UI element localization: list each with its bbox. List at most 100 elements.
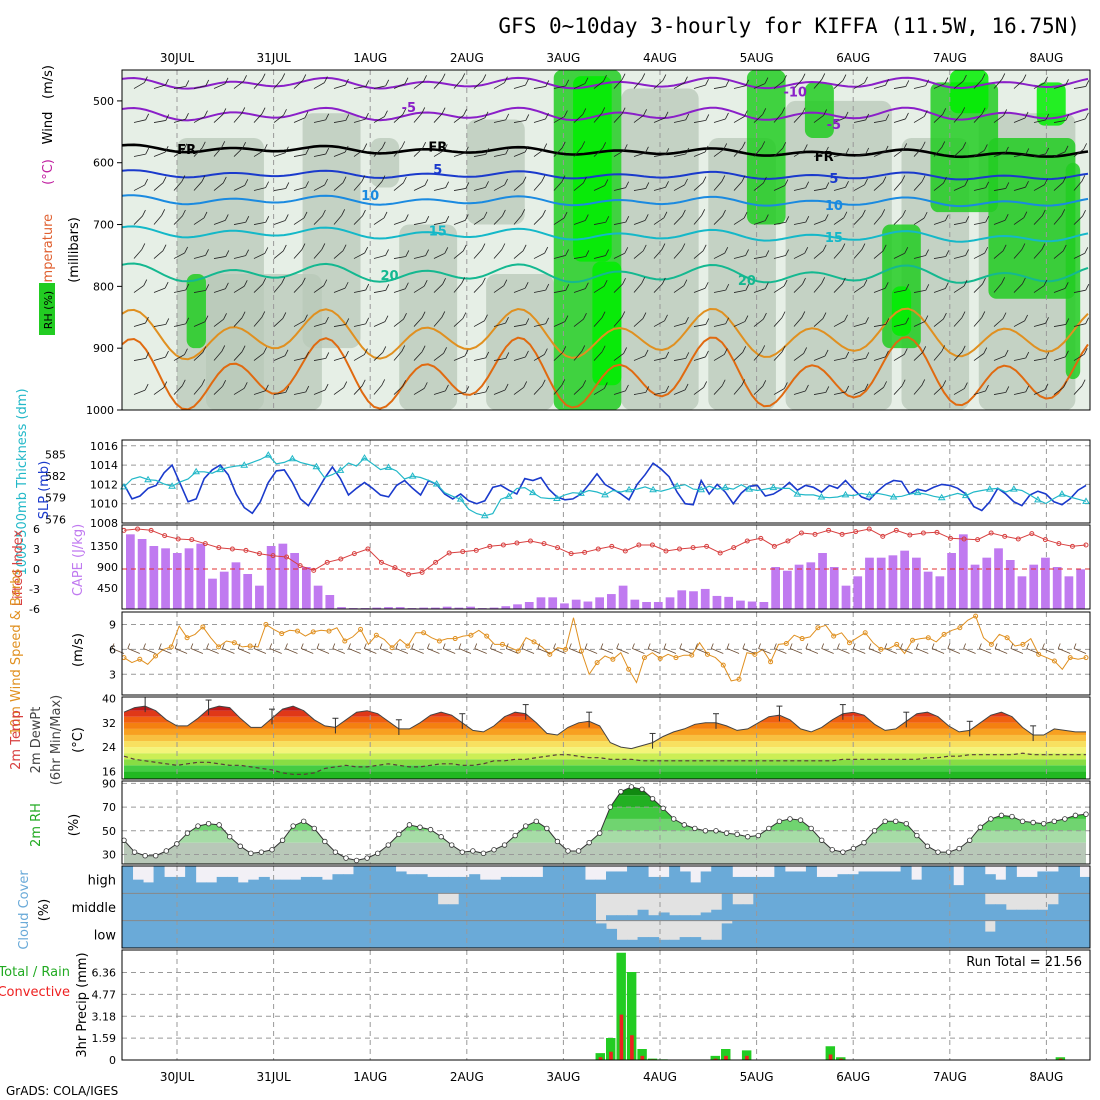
wind-barb-flag xyxy=(921,175,926,182)
wind-barb xyxy=(774,648,787,654)
wind-barb xyxy=(853,82,865,89)
wind-speed-point xyxy=(263,621,269,627)
wind-barb xyxy=(233,317,243,327)
wind-barb-flag xyxy=(761,141,766,148)
cloud-middle-bar xyxy=(353,893,365,921)
temp-band xyxy=(124,759,1086,766)
wind-barb xyxy=(713,86,726,89)
cloud-high-bar xyxy=(300,876,312,894)
wind-barb xyxy=(273,391,286,395)
cloud-low-bar xyxy=(690,937,702,948)
wind-barb-flag xyxy=(525,114,530,121)
cloud-high-bar xyxy=(385,866,397,894)
wind-barb xyxy=(413,147,423,157)
wind-barb-flag xyxy=(261,73,266,80)
cloud-middle-bar xyxy=(584,893,596,921)
rh-tick-label: 70 xyxy=(102,801,116,814)
wind-barb-flag xyxy=(269,643,273,649)
cape-bar xyxy=(266,546,276,609)
wind-barb xyxy=(173,215,183,225)
rh-point xyxy=(1030,819,1036,826)
cloud-high-bar xyxy=(1047,871,1059,894)
wind-barb xyxy=(253,113,263,123)
wind-barb-flag xyxy=(905,283,910,291)
wind-barb xyxy=(453,318,464,327)
wind-barb xyxy=(573,220,586,225)
wind-barb-flag xyxy=(444,247,449,254)
wind-barb xyxy=(411,648,424,654)
lifted-index-point xyxy=(555,545,561,551)
wind-barb xyxy=(933,256,946,259)
rh-band xyxy=(124,818,1086,831)
thickness-marker xyxy=(553,494,561,501)
cloud-low-bar xyxy=(1058,920,1070,948)
wind-barb xyxy=(753,318,764,327)
slp-tick-label: 1016 xyxy=(90,440,118,453)
wind-barb xyxy=(893,215,903,225)
cloud-high-bar xyxy=(195,882,207,894)
wind-barb-flag xyxy=(441,73,446,80)
wind-barb xyxy=(673,184,685,191)
wind-barb-flag xyxy=(465,386,470,393)
thickness-marker xyxy=(961,491,970,499)
wind-barb xyxy=(473,117,486,123)
cloud-high-bar xyxy=(237,882,249,894)
wind-barb xyxy=(153,287,166,293)
wind-speed-point xyxy=(705,651,711,657)
rh-point xyxy=(681,822,687,828)
wind-barb-flag xyxy=(163,381,168,388)
wind-barb-flag xyxy=(764,214,769,221)
wind-barb-flag xyxy=(364,246,369,254)
wind-barb-flag xyxy=(863,279,868,286)
wind-speed-point xyxy=(468,632,474,638)
wind-barb-flag xyxy=(265,384,269,391)
wind-barb xyxy=(1033,119,1046,123)
wind-barb xyxy=(593,113,603,123)
wind-barb-flag xyxy=(882,244,887,252)
wind-barb xyxy=(1033,82,1045,89)
lifted-index-point xyxy=(378,559,384,565)
wind-barb-flag xyxy=(324,178,329,186)
wind-barb xyxy=(473,186,486,191)
cloud-low-bar xyxy=(353,920,365,948)
wind-barb xyxy=(373,352,384,361)
wind-barb xyxy=(873,215,883,225)
wind-barb-flag xyxy=(921,379,926,386)
cape-bar xyxy=(489,607,499,609)
wind-barb-flag xyxy=(564,110,568,117)
wind-barb xyxy=(947,648,960,654)
wind-barb-flag xyxy=(322,209,326,217)
wind-barb-flag xyxy=(521,209,526,216)
cape-bar xyxy=(1041,557,1050,609)
lifted-index-point xyxy=(988,530,994,536)
lifted-index-point xyxy=(853,529,859,535)
thickness-marker xyxy=(288,454,297,462)
rh-green-zone xyxy=(804,82,834,138)
wind-barb xyxy=(553,217,565,225)
wind-barb-flag xyxy=(1010,643,1014,649)
wind-barb xyxy=(633,318,644,327)
wind-barb-flag xyxy=(305,181,309,188)
rh-point xyxy=(438,834,444,840)
cloud-high-bar xyxy=(553,866,565,894)
rh-point xyxy=(575,848,582,854)
wind-barb-flag xyxy=(981,73,986,80)
lifted-index-point xyxy=(229,546,235,552)
wind-barb xyxy=(573,83,586,89)
cape-bar xyxy=(876,557,886,609)
cloud-high-bar xyxy=(290,879,302,894)
wind-barb-flag xyxy=(164,281,169,289)
wind-barb-flag xyxy=(885,350,889,358)
cloud-high-bar xyxy=(311,876,323,894)
wind-barb xyxy=(293,217,305,225)
wind-barb xyxy=(973,79,983,89)
wind-barb-flag xyxy=(683,279,688,286)
cape-bar xyxy=(583,601,593,609)
wind-barb xyxy=(593,221,606,225)
lifted-index-point xyxy=(175,536,181,542)
cape-bar xyxy=(126,534,135,609)
wind-barb-flag xyxy=(684,383,689,391)
wind-barb xyxy=(206,648,219,654)
precip-convective-bar xyxy=(724,1055,728,1060)
wind-barb-flag xyxy=(942,380,947,387)
